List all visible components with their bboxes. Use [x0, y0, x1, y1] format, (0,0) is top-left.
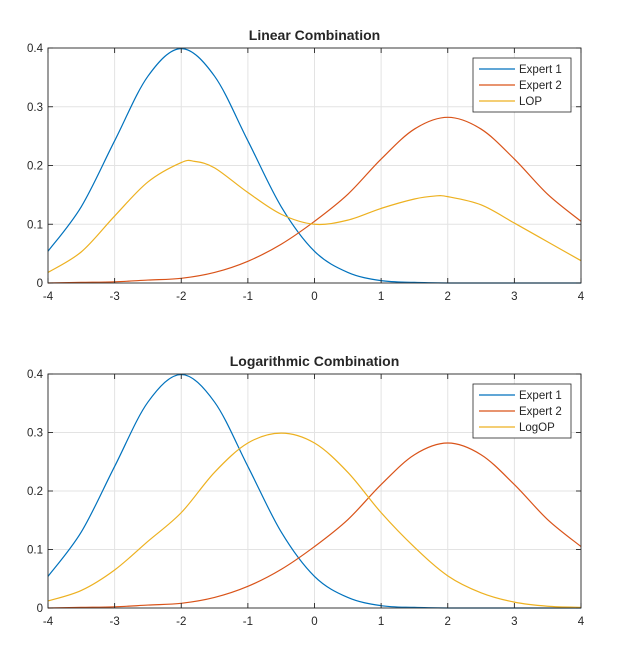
series-line-lop [47, 159, 582, 273]
y-tick-label: 0.4 [27, 369, 44, 381]
legend: Expert 1 Expert 2 LogOP [472, 383, 572, 439]
x-tick-label: 0 [311, 291, 317, 303]
x-tick-label: -3 [110, 291, 120, 303]
y-tick-label: 0 [37, 278, 43, 290]
y-tick-label: 0.2 [27, 486, 43, 498]
y-tick-label: 0.1 [27, 219, 43, 231]
chart-panel-2: -4 -3 -2 -1 0 1 2 3 4 0 0.1 0.2 0.3 0.4 Logarithmic Co… [27, 353, 585, 628]
legend-label: LOP [519, 96, 542, 108]
legend-label: Expert 1 [519, 64, 562, 76]
x-tick-label: -4 [43, 291, 54, 303]
y-tick-label: 0.1 [27, 545, 43, 557]
x-tick-label: -4 [43, 616, 54, 628]
y-tick-label: 0 [37, 603, 43, 615]
x-tick-label: -1 [243, 291, 253, 303]
series-line-expert-2 [47, 442, 582, 609]
x-tick-label: -2 [176, 291, 186, 303]
y-tick-label: 0.3 [27, 428, 43, 440]
x-tick-label: 4 [578, 291, 585, 303]
chart-panel-1: -4 -3 -2 -1 0 1 2 3 4 0 0.1 0.2 0.3 0.4 Linear Combina… [27, 27, 585, 303]
x-tick-label: 2 [445, 291, 451, 303]
chart-title: Linear Combination [249, 27, 380, 43]
legend-label: Expert 2 [519, 80, 562, 92]
x-tick-label: 3 [511, 616, 517, 628]
x-tick-label: 2 [445, 616, 451, 628]
legend: Expert 1 Expert 2 LOP [472, 57, 572, 113]
x-tick-label: -1 [243, 616, 253, 628]
legend-label: LogOP [519, 422, 555, 434]
legend-label: Expert 1 [519, 390, 562, 402]
x-tick-label: 4 [578, 616, 585, 628]
x-tick-label: -2 [176, 616, 186, 628]
series-line-expert-2 [47, 116, 582, 284]
chart-title: Logarithmic Combination [230, 353, 400, 369]
y-tick-label: 0.2 [27, 161, 43, 173]
legend-label: Expert 2 [519, 406, 562, 418]
x-tick-label: 0 [311, 616, 317, 628]
series-line-logop [47, 432, 582, 609]
x-tick-label: 1 [378, 616, 384, 628]
x-tick-label: 3 [511, 291, 517, 303]
y-tick-label: 0.3 [27, 102, 43, 114]
x-tick-label: -3 [110, 616, 120, 628]
y-tick-label: 0.4 [27, 43, 44, 55]
x-tick-label: 1 [378, 291, 384, 303]
